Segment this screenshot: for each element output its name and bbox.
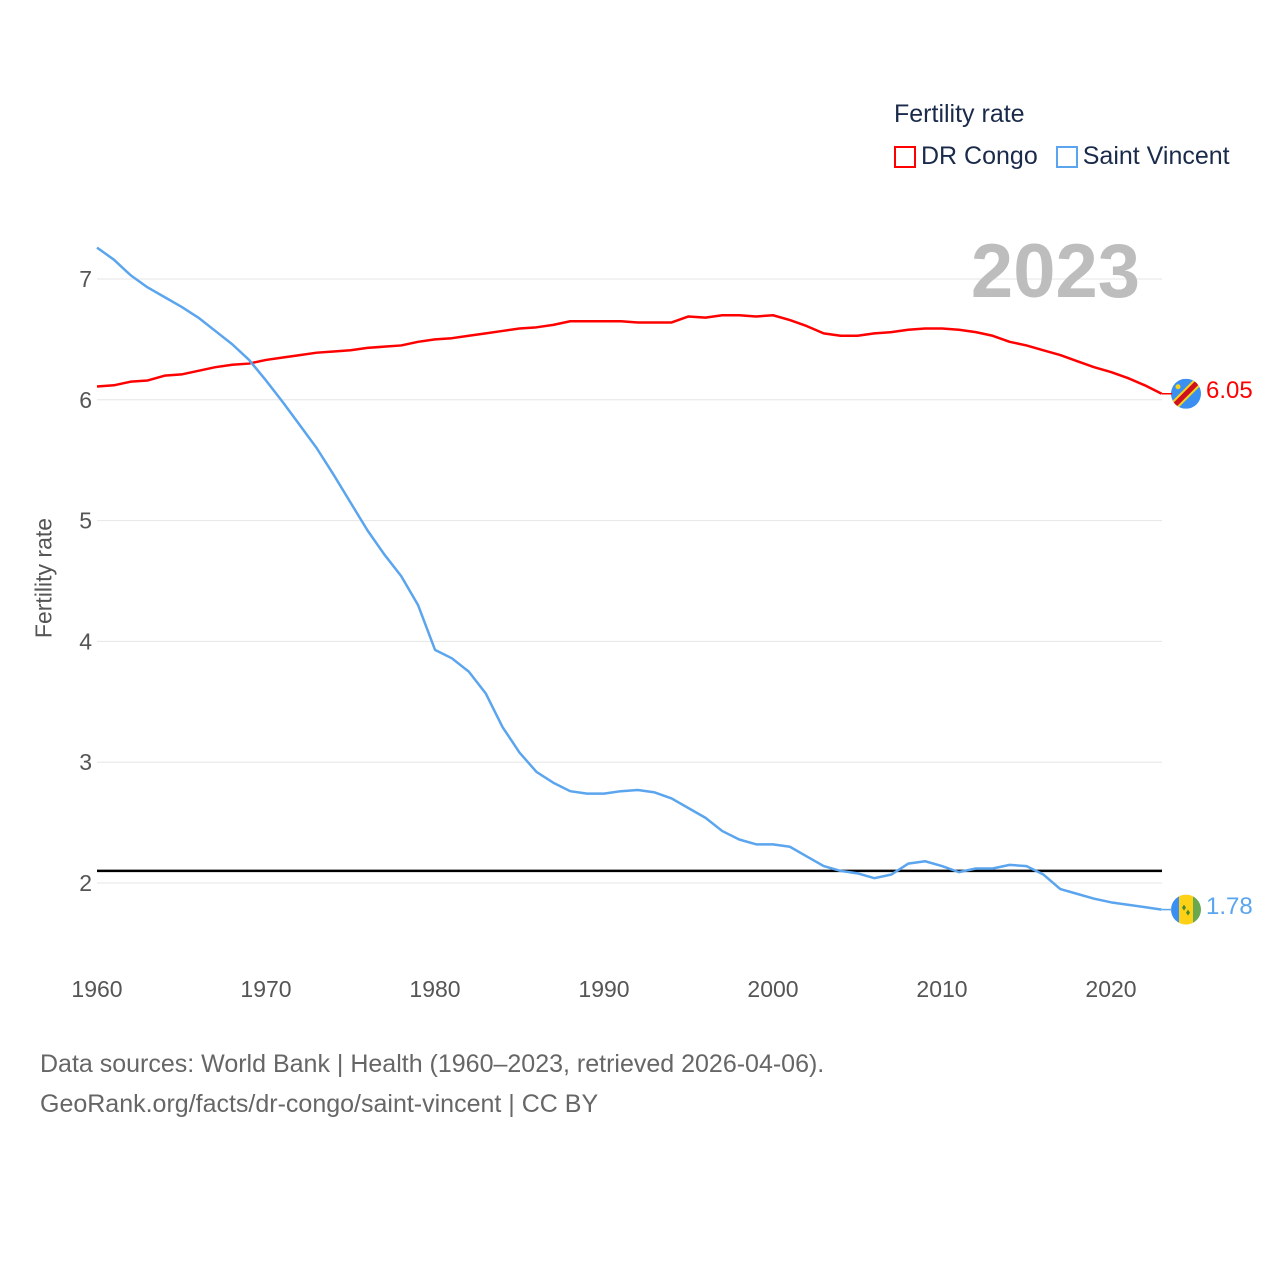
x-tick-label: 2000: [747, 976, 798, 1002]
dr-congo-flag-icon: [1171, 378, 1201, 409]
legend-label-dr-congo: DR Congo: [921, 142, 1038, 170]
legend-label-saint-vincent: Saint Vincent: [1082, 142, 1230, 170]
saint-vincent-flag-icon: [1171, 894, 1201, 925]
y-tick-label: 7: [79, 266, 92, 292]
y-tick-label: 3: [79, 749, 92, 775]
y-tick-label: 4: [79, 628, 92, 654]
x-tick-label: 1970: [240, 976, 291, 1002]
footer: Data sources: World Bank | Health (1960–…: [40, 1044, 824, 1124]
y-axis-label: Fertility rate: [30, 517, 57, 639]
y-tick-label: 2: [79, 870, 92, 896]
x-tick-label: 2020: [1085, 976, 1136, 1002]
legend-swatch-saint-vincent: [1055, 145, 1078, 168]
legend-item-dr-congo[interactable]: DR Congo: [894, 142, 1038, 171]
end-label-saint-vincent: 1.78: [1206, 893, 1253, 920]
attribution-link[interactable]: GeoRank.org/facts/dr-congo/saint-vincent…: [40, 1090, 599, 1118]
legend-title: Fertility rate: [894, 100, 1025, 128]
legend: DR Congo Saint Vincent: [894, 142, 1230, 171]
series-line-dr-congo: [96, 313, 1163, 395]
x-tick-label: 1980: [409, 976, 460, 1002]
legend-item-saint-vincent[interactable]: Saint Vincent: [1055, 142, 1230, 171]
end-label-dr-congo: 6.05: [1206, 377, 1253, 404]
legend-swatch-dr-congo: [894, 145, 916, 168]
series-line-saint-vincent: [96, 246, 1162, 911]
y-tick-label: 6: [79, 387, 92, 413]
y-tick-label: 5: [79, 508, 92, 534]
x-tick-label: 1990: [578, 976, 629, 1002]
source-text: Data sources: World Bank | Health (1960–…: [40, 1050, 825, 1078]
year-watermark: 2023: [970, 229, 1140, 314]
x-tick-label: 1960: [71, 976, 122, 1002]
x-tick-label: 2010: [916, 976, 967, 1002]
